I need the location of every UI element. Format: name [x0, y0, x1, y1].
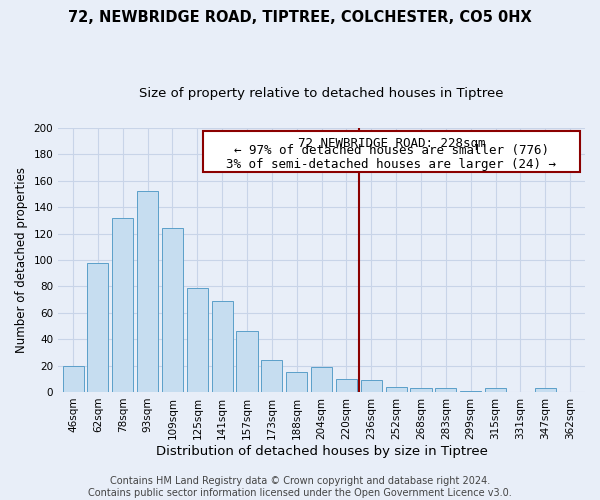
Bar [311, 367, 332, 392]
Bar [236, 332, 257, 392]
Text: 72 NEWBRIDGE ROAD: 228sqm: 72 NEWBRIDGE ROAD: 228sqm [298, 138, 485, 150]
Text: 3% of semi-detached houses are larger (24) →: 3% of semi-detached houses are larger (2… [226, 158, 556, 171]
Bar [112, 218, 133, 392]
Bar [336, 379, 357, 392]
Bar [535, 388, 556, 392]
Text: ← 97% of detached houses are smaller (776): ← 97% of detached houses are smaller (77… [234, 144, 549, 157]
Bar [485, 388, 506, 392]
Bar [386, 386, 407, 392]
Bar [162, 228, 183, 392]
Y-axis label: Number of detached properties: Number of detached properties [15, 167, 28, 353]
Bar [361, 380, 382, 392]
Bar [460, 390, 481, 392]
Bar [187, 288, 208, 392]
Bar [286, 372, 307, 392]
FancyBboxPatch shape [203, 130, 580, 172]
Text: Contains HM Land Registry data © Crown copyright and database right 2024.
Contai: Contains HM Land Registry data © Crown c… [88, 476, 512, 498]
Bar [435, 388, 457, 392]
Bar [410, 388, 431, 392]
Bar [88, 262, 109, 392]
Bar [262, 360, 283, 392]
Text: 72, NEWBRIDGE ROAD, TIPTREE, COLCHESTER, CO5 0HX: 72, NEWBRIDGE ROAD, TIPTREE, COLCHESTER,… [68, 10, 532, 25]
Bar [137, 192, 158, 392]
Bar [62, 366, 83, 392]
Bar [212, 301, 233, 392]
X-axis label: Distribution of detached houses by size in Tiptree: Distribution of detached houses by size … [155, 444, 488, 458]
Title: Size of property relative to detached houses in Tiptree: Size of property relative to detached ho… [139, 88, 504, 101]
